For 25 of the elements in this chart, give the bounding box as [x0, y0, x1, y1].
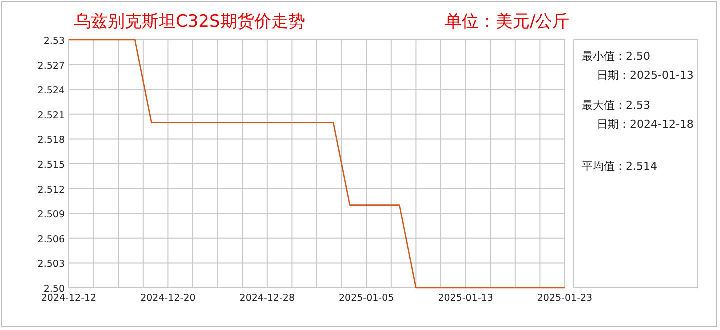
y-tick-label: 2.53: [44, 36, 65, 47]
text: 最大值：2.53: [582, 99, 650, 112]
chart-subtitle: 单位：美元/公斤: [445, 12, 570, 32]
x-tick-label: 2024-12-28: [240, 293, 296, 304]
text: 日期：2025-01-13: [597, 69, 694, 82]
x-tick-label: 2025-01-23: [537, 293, 593, 304]
x-tick-label: 2024-12-12: [41, 293, 97, 304]
y-tick-label: 2.50: [44, 284, 65, 295]
y-tick-label: 2.524: [38, 86, 65, 97]
y-tick-label: 2.503: [38, 259, 65, 270]
text: 最小值：2.50: [582, 50, 650, 63]
text: 平均值：2.514: [582, 160, 658, 173]
x-tick-label: 2025-01-05: [338, 293, 394, 304]
y-tick-label: 2.506: [38, 234, 65, 246]
x-tick-label: 2025-01-13: [438, 293, 494, 304]
y-tick-label: 2.521: [38, 110, 65, 122]
y-tick-label: 2.518: [38, 135, 65, 146]
chart-title: 乌兹别克斯坦C32S期货价走势: [74, 12, 306, 32]
line-series: [68, 39, 566, 289]
y-tick-label: 2.509: [38, 210, 65, 221]
text: 日期：2024-12-18: [597, 118, 694, 131]
x-tick-label: 2024-12-20: [140, 293, 196, 304]
y-tick-label: 2.512: [38, 184, 65, 196]
y-tick-label: 2.527: [38, 60, 65, 72]
y-tick-label: 2.515: [38, 160, 65, 171]
